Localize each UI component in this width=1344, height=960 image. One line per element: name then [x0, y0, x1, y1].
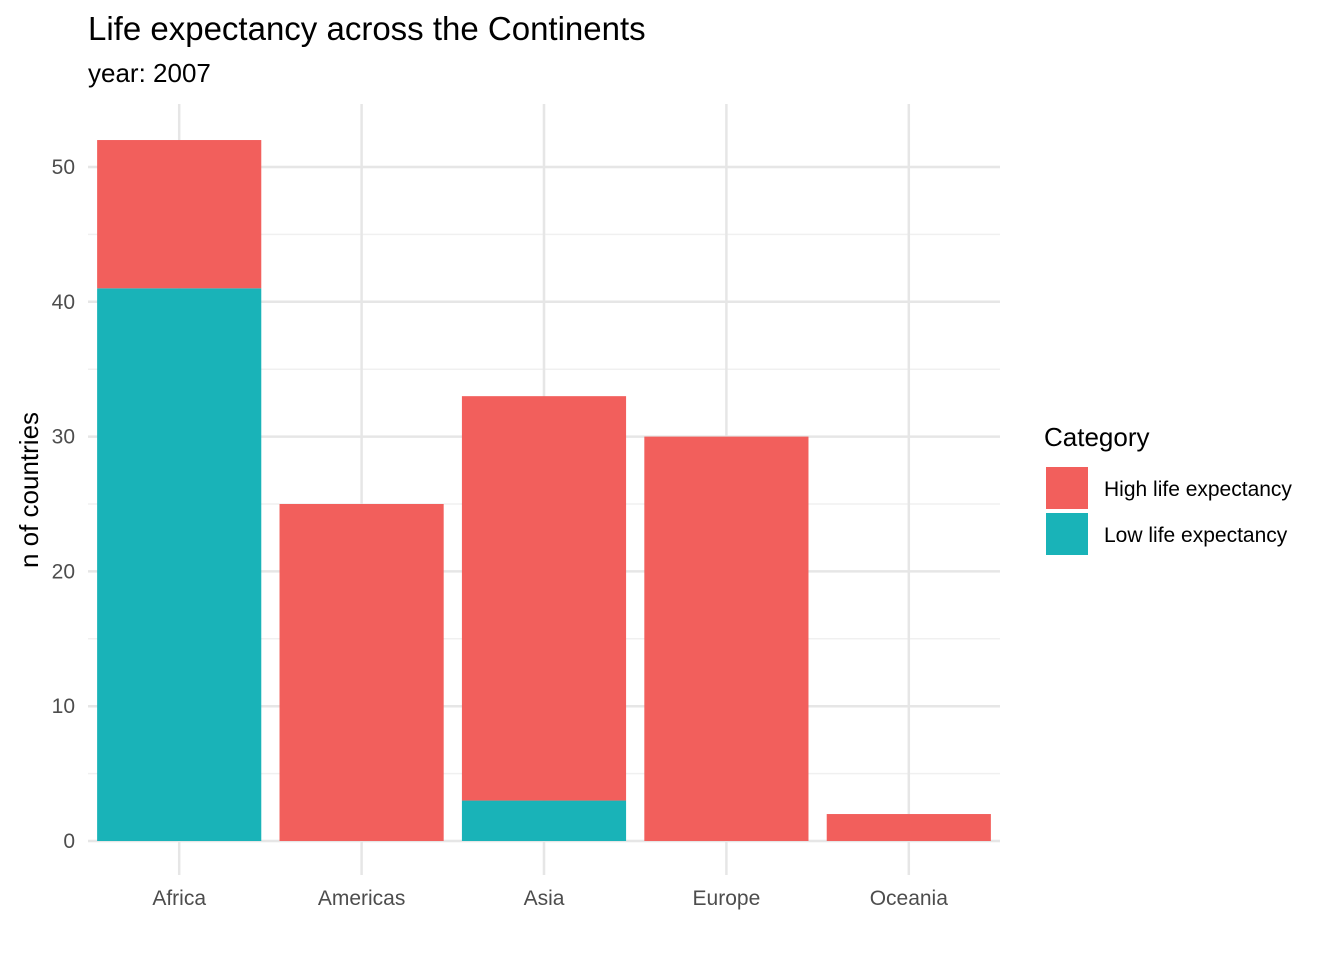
- bar-asia-low: [461, 800, 627, 841]
- bar-africa-low: [97, 288, 262, 841]
- legend-label-low: Low life expectancy: [1104, 524, 1288, 547]
- x-tick-label: Europe: [693, 887, 761, 910]
- y-tick-label: 10: [52, 695, 75, 718]
- y-tick-label: 40: [52, 291, 75, 314]
- bar-europe-high: [644, 436, 809, 841]
- bars: [97, 140, 991, 841]
- y-tick-label: 30: [52, 426, 75, 449]
- chart-subtitle: year: 2007: [88, 58, 211, 88]
- bar-africa-high: [97, 140, 262, 289]
- chart-title: Life expectancy across the Continents: [88, 10, 646, 47]
- legend-swatch-low: [1046, 513, 1088, 555]
- legend-title: Category: [1044, 422, 1150, 452]
- bar-oceania-high: [826, 814, 991, 841]
- bar-asia-high: [461, 396, 627, 801]
- x-tick-label: Asia: [524, 887, 565, 910]
- x-tick-label: Oceania: [870, 887, 949, 910]
- y-axis-label: n of countries: [14, 412, 44, 568]
- y-tick-label: 0: [63, 830, 75, 853]
- legend-swatch-high: [1046, 467, 1088, 509]
- x-axis-ticks: Africa Americas Asia Europe Oceania: [152, 887, 948, 910]
- y-tick-label: 50: [52, 156, 75, 179]
- x-tick-label: Africa: [152, 887, 206, 910]
- bar-americas-high: [279, 504, 444, 841]
- x-tick-label: Americas: [318, 887, 406, 910]
- legend: Category High life expectancy Low life e…: [1044, 422, 1292, 555]
- y-axis-ticks: 0 10 20 30 40 50: [52, 156, 75, 853]
- legend-label-high: High life expectancy: [1104, 478, 1292, 501]
- y-tick-label: 20: [52, 560, 75, 583]
